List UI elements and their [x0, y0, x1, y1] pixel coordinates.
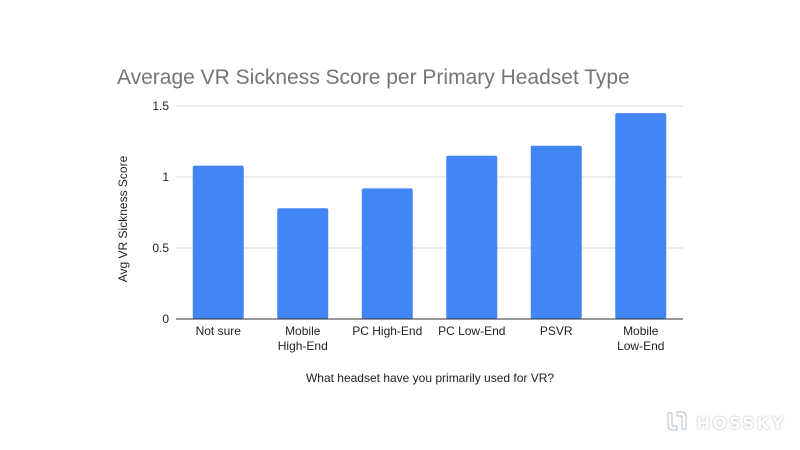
y-tick-label: 1.5 [152, 99, 169, 113]
watermark: HOSSKY [664, 409, 786, 438]
gridlines [176, 105, 683, 249]
bar [615, 113, 667, 319]
y-axis-label: Avg VR Sickness Score [116, 155, 130, 282]
x-tick-label: Mobile Low-End [617, 324, 664, 353]
x-tick-label: PSVR [540, 324, 573, 338]
bar [192, 165, 244, 319]
bar [361, 188, 413, 319]
y-tick-label: 1 [162, 170, 169, 184]
x-tick-label: PC High-End [352, 324, 422, 338]
bars [192, 113, 667, 319]
bar [277, 208, 329, 319]
hossky-logo-icon [664, 409, 690, 438]
bar [446, 155, 498, 319]
x-axis-ticks: Not sure Mobile High-End PC High-End PC Low-… [196, 324, 665, 353]
y-tick-label: 0 [162, 312, 169, 326]
x-tick-label: Not sure [196, 324, 242, 338]
x-axis-label: What headset have you primarily used for… [306, 371, 554, 385]
watermark-text: HOSSKY [696, 413, 786, 434]
y-tick-label: 0.5 [152, 241, 169, 255]
chart-title: Average VR Sickness Score per Primary He… [117, 66, 630, 89]
y-axis-ticks: 0 0.5 1 1.5 [152, 99, 169, 326]
bar [530, 145, 582, 319]
x-tick-label: Mobile High-End [278, 324, 328, 353]
x-tick-label: PC Low-End [438, 324, 505, 338]
